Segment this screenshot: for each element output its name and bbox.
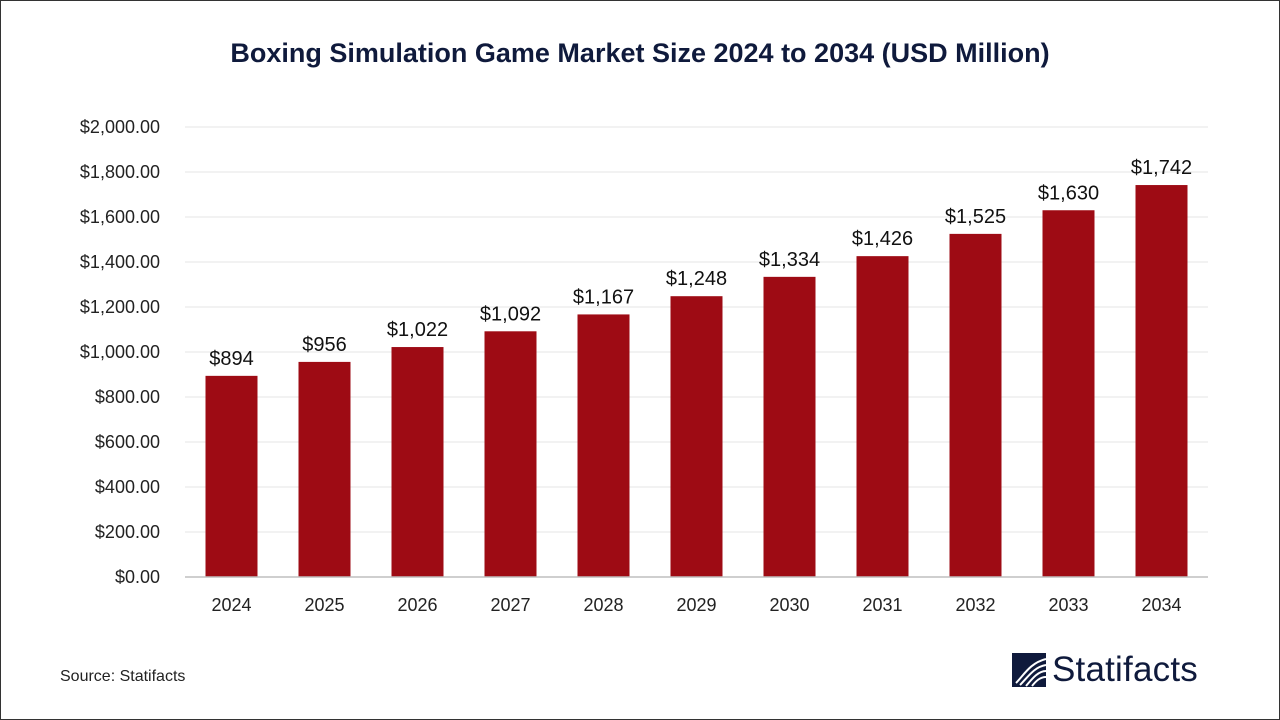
logo-text: Statifacts [1052, 650, 1198, 689]
bar [391, 347, 444, 577]
data-label: $894 [209, 348, 254, 370]
bar [205, 375, 258, 577]
x-tick-label: 2029 [676, 595, 716, 615]
data-label: $1,742 [1131, 157, 1192, 179]
bar [670, 296, 723, 577]
bar [856, 256, 909, 577]
statifacts-logo-icon [1012, 653, 1046, 687]
x-tick-label: 2032 [955, 595, 995, 615]
bar [298, 361, 351, 577]
x-tick-label: 2031 [862, 595, 902, 615]
y-tick-label: $400.00 [95, 477, 160, 497]
y-tick-label: $2,000.00 [80, 117, 160, 137]
x-tick-label: 2033 [1048, 595, 1088, 615]
data-label: $1,167 [573, 286, 634, 308]
bar [1135, 185, 1188, 578]
chart-title: Boxing Simulation Game Market Size 2024 … [230, 38, 1050, 68]
y-tick-label: $1,200.00 [80, 297, 160, 317]
y-tick-label: $600.00 [95, 432, 160, 452]
data-label: $1,630 [1038, 182, 1099, 204]
bar [577, 314, 630, 577]
y-tick-label: $1,600.00 [80, 207, 160, 227]
y-tick-label: $1,400.00 [80, 252, 160, 272]
y-tick-label: $1,000.00 [80, 342, 160, 362]
bar [484, 331, 537, 577]
bar [763, 276, 816, 577]
data-label: $1,248 [666, 268, 727, 290]
source-note: Source: Statifacts [60, 668, 186, 685]
y-tick-label: $200.00 [95, 522, 160, 542]
bar [949, 233, 1002, 577]
data-label: $1,525 [945, 206, 1006, 228]
y-tick-label: $1,800.00 [80, 162, 160, 182]
x-tick-label: 2027 [490, 595, 530, 615]
x-tick-label: 2028 [583, 595, 623, 615]
x-tick-label: 2026 [397, 595, 437, 615]
data-label: $1,426 [852, 228, 913, 250]
statifacts-logo: Statifacts [1012, 650, 1198, 690]
bar [1042, 210, 1095, 577]
x-tick-label: 2025 [304, 595, 344, 615]
x-tick-label: 2030 [769, 595, 809, 615]
x-tick-label: 2034 [1141, 595, 1181, 615]
data-label: $1,092 [480, 303, 541, 325]
data-label: $956 [302, 334, 347, 356]
data-label: $1,022 [387, 319, 448, 341]
x-tick-label: 2024 [211, 595, 251, 615]
y-tick-label: $0.00 [115, 567, 160, 587]
y-tick-label: $800.00 [95, 387, 160, 407]
data-label: $1,334 [759, 249, 820, 271]
